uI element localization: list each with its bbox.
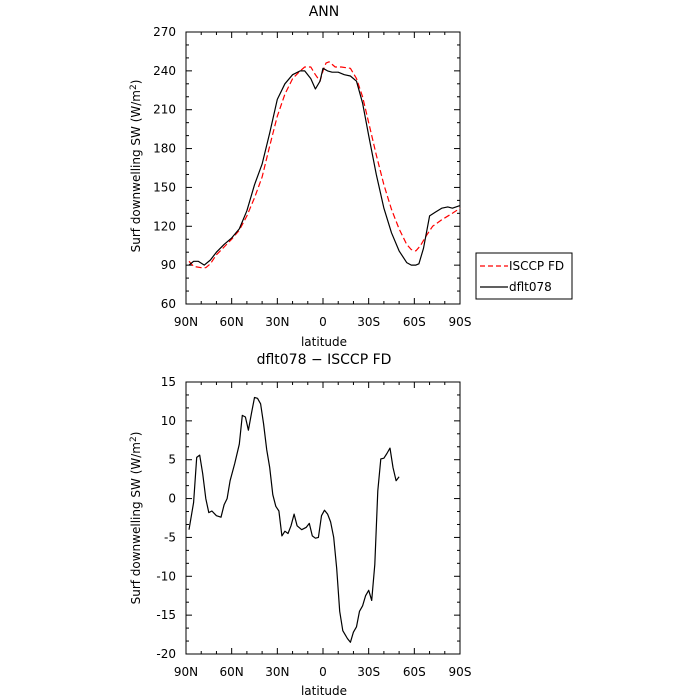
bottom-y-tick-label: 10: [161, 414, 176, 428]
top-y-axis-label-sup: 2: [129, 84, 139, 90]
bottom-x-tick-label: 30S: [357, 665, 380, 679]
legend-box: [475, 252, 573, 300]
top-plot-area: 90N 60N 30N 0 30S 60S 90S 60 90 120 150 180 210 240 27…: [153, 25, 471, 329]
top-series-line-isccp-fd: [188, 61, 461, 269]
bottom-x-tick-label: 90N: [174, 665, 198, 679]
bottom-y-axis-label-close: ): [129, 432, 143, 437]
bottom-x-tick-label: 60S: [403, 665, 426, 679]
bottom-y-tick-label: -20: [156, 647, 176, 661]
top-y-tick-label: 210: [153, 103, 176, 117]
top-x-axis-label: latitude: [301, 335, 347, 349]
bottom-y-axis-label-sup: 2: [129, 436, 139, 442]
top-x-tick-label: 0: [319, 315, 327, 329]
top-x-tick-label: 60S: [403, 315, 426, 329]
bottom-y-tick-label: 15: [161, 375, 176, 389]
top-y-tick-label: 90: [161, 258, 176, 272]
top-y-tick-label: 120: [153, 219, 176, 233]
bottom-y-tick-label: -5: [164, 530, 176, 544]
legend-label-dflt078: dflt078: [509, 280, 552, 294]
bottom-plot-frame: [185, 381, 461, 655]
bottom-x-tick-label: 60N: [220, 665, 244, 679]
bottom-x-tick-label: 0: [319, 665, 327, 679]
bottom-x-axis-label: latitude: [301, 684, 347, 698]
bottom-chart-title: dflt078 − ISCCP FD: [257, 352, 392, 368]
top-y-tick-label: 60: [161, 297, 176, 311]
top-y-tick-label: 150: [153, 180, 176, 194]
bottom-x-tick-label: 30N: [265, 665, 289, 679]
bottom-y-tick-label: -10: [156, 569, 176, 583]
bottom-y-tick-label: 0: [168, 492, 176, 506]
bottom-y-tick-label: -15: [156, 608, 176, 622]
bottom-y-axis-label: Surf downwelling SW (W/m2): [129, 432, 143, 605]
bottom-panel: dflt078 − ISCCP FD 90N 60N 30N 0 30S 60S 90S -2…: [129, 352, 471, 698]
top-y-axis-label-main: Surf downwelling SW (W/m: [129, 90, 143, 252]
top-x-tick-label: 90N: [174, 315, 198, 329]
top-y-axis-label-close: ): [129, 80, 143, 85]
legend-label-isccp: ISCCP FD: [509, 259, 564, 273]
top-y-axis-label: Surf downwelling SW (W/m2): [129, 80, 143, 253]
top-x-tick-label: 90S: [449, 315, 472, 329]
top-panel: ANN 90N 60N 30N 0 30S 60S 90S 60 90 120 150 180 210 2…: [129, 4, 471, 349]
top-chart-title: ANN: [309, 4, 340, 20]
bottom-x-tick-label: 90S: [449, 665, 472, 679]
bottom-y-axis-label-main: Surf downwelling SW (W/m: [129, 442, 143, 604]
top-x-tick-label: 30N: [265, 315, 289, 329]
bottom-series-line-diff: [188, 396, 400, 643]
top-y-tick-label: 180: [153, 142, 176, 156]
legend: ISCCP FD dflt078: [475, 252, 573, 300]
top-x-tick-label: 60N: [220, 315, 244, 329]
top-x-tick-label: 30S: [357, 315, 380, 329]
top-series-line-dflt078: [188, 67, 461, 266]
top-y-tick-label: 270: [153, 25, 176, 39]
top-y-tick-label: 240: [153, 64, 176, 78]
bottom-y-tick-label: 5: [168, 453, 176, 467]
bottom-plot-area: 90N 60N 30N 0 30S 60S 90S -20 -15 -10 -5 0 5 10 15: [156, 375, 471, 679]
